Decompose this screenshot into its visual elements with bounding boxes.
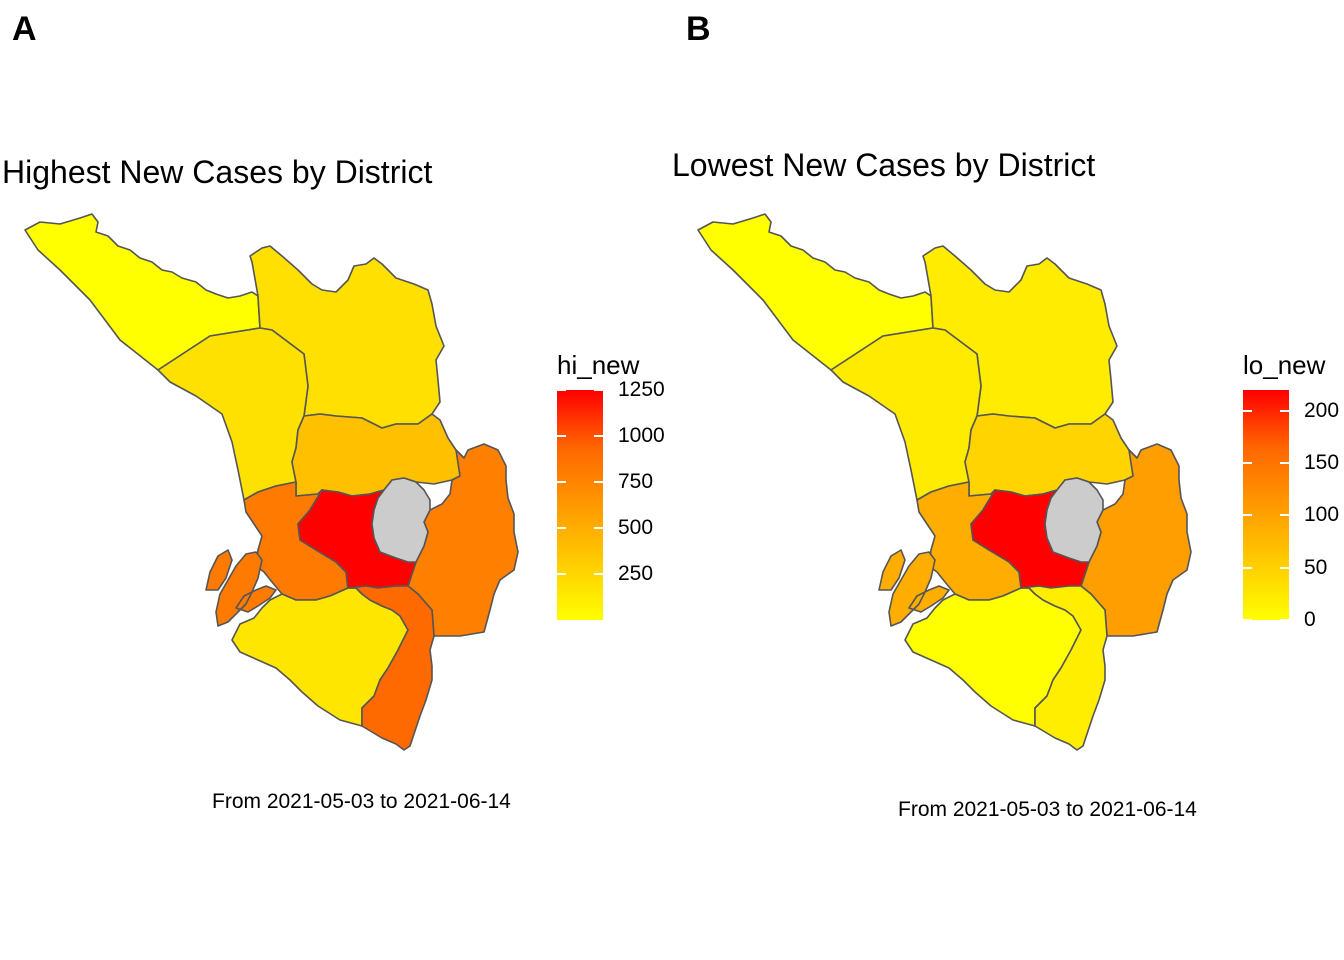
panel-a-title: Highest New Cases by District (2, 154, 433, 190)
panel-a-letter: A (12, 10, 37, 48)
district-south[interactable] (1020, 585, 1108, 751)
panel-a-map (24, 213, 519, 751)
panel-a-legend-colorbar (557, 390, 603, 620)
district-islands[interactable] (205, 549, 277, 627)
legend-tick-label: 1000 (618, 424, 665, 447)
legend-tick-label: 750 (618, 470, 654, 493)
legend-tick-label: 1250 (618, 378, 665, 401)
panel-b-caption: From 2021-05-03 to 2021-06-14 (898, 798, 1197, 821)
legend-tick-label: 500 (618, 516, 654, 539)
district-islands[interactable] (878, 549, 950, 627)
district-north-west[interactable] (697, 213, 934, 371)
legend-tick-label: 250 (618, 562, 654, 585)
district-central-north[interactable] (964, 413, 1138, 497)
district-south[interactable] (347, 585, 435, 751)
panel-b-title: Lowest New Cases by District (672, 147, 1096, 183)
legend-tick-label: 200 (1304, 398, 1340, 422)
legend-tick-label: 100 (1304, 503, 1340, 527)
legend-tick-label: 50 (1304, 555, 1328, 579)
district-layer (697, 213, 1192, 751)
district-layer (24, 213, 519, 751)
panel-b-map (697, 213, 1192, 751)
panel-b-legend-colorbar (1243, 390, 1289, 620)
panel-a-legend-title: hi_new (557, 350, 640, 380)
panel-b-legend-title: lo_new (1243, 350, 1326, 380)
district-center-east[interactable] (371, 477, 431, 563)
panel-b-letter: B (686, 10, 711, 48)
legend-tick-label: 0 (1304, 608, 1316, 631)
legend-tick-label: 150 (1304, 451, 1340, 475)
district-center-east[interactable] (1044, 477, 1104, 563)
panel-a-caption: From 2021-05-03 to 2021-06-14 (212, 790, 511, 813)
district-central-north[interactable] (291, 413, 465, 497)
district-north-west[interactable] (24, 213, 261, 371)
